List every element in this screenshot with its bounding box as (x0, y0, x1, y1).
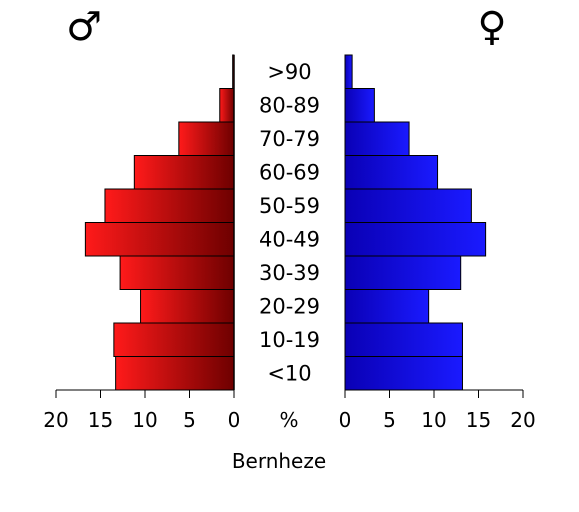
male-bar (178, 121, 235, 156)
percent-unit-label: % (279, 408, 298, 432)
female-bar (344, 222, 487, 257)
male-bar (219, 88, 235, 123)
female-bar (344, 188, 472, 223)
male-tick-label: 0 (228, 408, 241, 432)
female-bar (344, 356, 463, 391)
age-group-label: 40-49 (259, 227, 320, 251)
female-series (344, 54, 487, 391)
female-tick-label: 10 (421, 408, 446, 432)
female-tick-label: 5 (383, 408, 396, 432)
female-bar (344, 255, 462, 290)
male-bar (115, 356, 235, 391)
age-group-label: 70-79 (259, 127, 320, 151)
male-tick-label: 5 (183, 408, 196, 432)
female-bar (344, 155, 439, 190)
age-group-labels: <10 10-19 20-29 30-39 40-49 50-59 60-69 70-79 80… (259, 60, 320, 386)
male-tick-label: 15 (88, 408, 113, 432)
female-bar (344, 54, 353, 89)
male-bar (84, 222, 235, 257)
male-bar (133, 155, 235, 190)
age-group-label: 50-59 (259, 194, 320, 218)
female-tick-label: 15 (466, 408, 491, 432)
chart-caption: Bernheze (232, 449, 326, 473)
age-group-label: >90 (267, 60, 311, 84)
age-group-label: 80-89 (259, 93, 320, 117)
female-bar (344, 322, 463, 357)
age-group-label: 20-29 (259, 294, 320, 318)
female-symbol-icon: ♀ (477, 4, 506, 50)
male-bar (140, 289, 235, 324)
male-series (84, 54, 235, 391)
female-tick-label: 0 (339, 408, 352, 432)
female-x-axis: 0 5 10 15 20 (339, 55, 536, 432)
male-x-axis: 20 15 10 5 0 (43, 389, 241, 432)
female-tick-label: 20 (510, 408, 535, 432)
female-bar (344, 289, 430, 324)
age-group-label: <10 (267, 361, 311, 385)
male-bar (113, 322, 235, 357)
female-bar (344, 88, 375, 123)
male-symbol-icon: ♂ (66, 4, 102, 50)
age-group-label: 30-39 (259, 261, 320, 285)
male-tick-label: 20 (43, 408, 68, 432)
male-bar (104, 188, 235, 223)
age-group-label: 60-69 (259, 160, 320, 184)
female-bar (344, 121, 410, 156)
male-tick-label: 10 (132, 408, 157, 432)
age-group-label: 10-19 (259, 328, 320, 352)
male-bar (119, 255, 235, 290)
